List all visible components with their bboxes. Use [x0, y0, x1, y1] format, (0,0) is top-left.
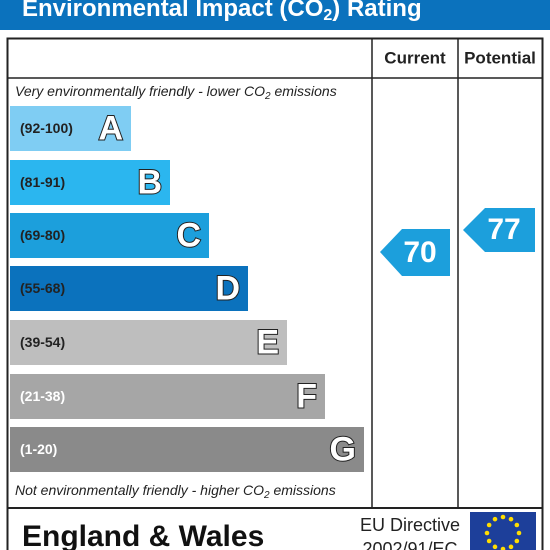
eu-star [516, 530, 522, 536]
band-letter: E [256, 323, 279, 361]
band-range: (55-68) [20, 280, 65, 296]
band-range: (81-91) [20, 174, 65, 190]
band-letter: G [330, 430, 356, 468]
band-letter: A [98, 109, 123, 147]
eu-star [492, 516, 498, 522]
band [10, 213, 209, 258]
bottom-note: Not environmentally friendly - higher CO… [15, 482, 336, 501]
eu-star [500, 514, 506, 520]
eu-star [514, 522, 520, 528]
eu-star [486, 522, 492, 528]
potential-arrow [463, 208, 535, 252]
eu-star [500, 546, 506, 550]
current-header: Current [384, 48, 446, 67]
band-range: (69-80) [20, 227, 65, 243]
band [10, 320, 287, 365]
eu-star [486, 538, 492, 544]
eu-star [484, 530, 490, 536]
footer-directive-number: 2002/91/EC [362, 539, 457, 550]
band-letter: C [176, 216, 201, 254]
top-note: Very environmentally friendly - lower CO… [15, 83, 337, 102]
footer-region: England & Wales [22, 520, 264, 550]
band-letter: F [296, 377, 317, 415]
potential-value: 77 [487, 213, 520, 246]
band [10, 427, 364, 472]
eu-stars [484, 514, 522, 550]
band [10, 374, 325, 419]
band-letter: B [137, 163, 162, 201]
eu-star [508, 516, 514, 522]
band-letter: D [215, 269, 240, 307]
band-range: (39-54) [20, 334, 65, 350]
eu-star [514, 538, 520, 544]
frame [6, 37, 544, 550]
title-bar [0, 0, 550, 30]
band-range: (1-20) [20, 441, 57, 457]
eu-star [492, 544, 498, 550]
band [10, 266, 248, 311]
band-range: (92-100) [20, 120, 73, 136]
potential-header: Potential [464, 48, 536, 67]
current-arrow [380, 229, 450, 276]
footer-directive: EU Directive [360, 515, 460, 535]
eu-star [508, 544, 514, 550]
band [10, 160, 170, 205]
current-value: 70 [403, 236, 436, 269]
title: Environmental Impact (CO2) Rating [22, 0, 422, 24]
band-range: (21-38) [20, 388, 65, 404]
band [10, 106, 131, 151]
